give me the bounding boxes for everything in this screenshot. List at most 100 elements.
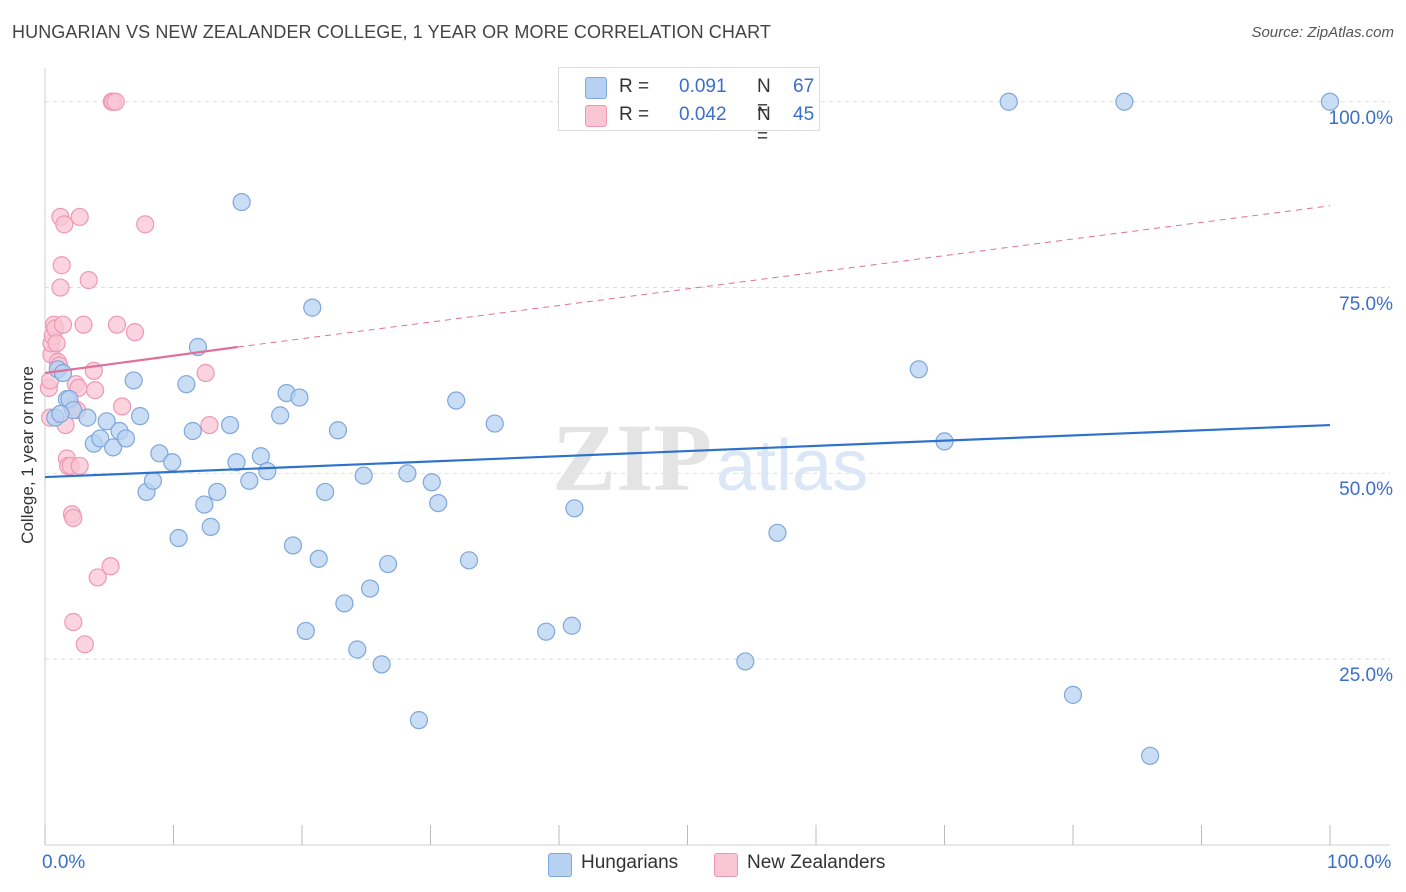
newzealanders-legend-label: New Zealanders bbox=[747, 852, 886, 873]
newzealander-point bbox=[136, 215, 155, 234]
y-axis-label: College, 1 year or more bbox=[18, 366, 37, 544]
newzealanders-trendline bbox=[44, 345, 238, 375]
hungarian-point bbox=[736, 652, 755, 671]
hungarian-point bbox=[1063, 685, 1083, 704]
hungarian-point bbox=[309, 549, 328, 568]
legend-n-label: N = bbox=[757, 76, 771, 119]
hungarian-point bbox=[232, 192, 251, 212]
hungarians-legend-label: Hungarians bbox=[581, 852, 679, 873]
hungarian-point bbox=[124, 371, 143, 390]
newzealander-point bbox=[47, 334, 66, 353]
hungarian-point bbox=[143, 471, 163, 490]
hungarian-point bbox=[208, 482, 227, 502]
hungarian-point bbox=[91, 429, 110, 448]
axes bbox=[44, 68, 1390, 846]
watermark-atlas: atlas bbox=[716, 426, 868, 506]
new-zealanders-points bbox=[39, 92, 219, 654]
chart-title: HUNGARIAN VS NEW ZEALANDER COLLEGE, 1 YE… bbox=[12, 22, 771, 42]
grid-lines bbox=[45, 101, 1390, 660]
hungarian-point bbox=[328, 421, 348, 440]
watermark-zip: ZIP bbox=[552, 404, 712, 511]
newzealander-point bbox=[196, 363, 215, 383]
newzealander-point bbox=[107, 315, 127, 334]
legend-r-label: R = bbox=[619, 76, 650, 97]
newzealander-point bbox=[125, 323, 145, 342]
hungarian-point bbox=[768, 523, 787, 542]
newzealander-point bbox=[75, 635, 94, 654]
hungarians-swatch bbox=[585, 77, 607, 99]
hungarian-point bbox=[150, 444, 169, 463]
hungarian-point bbox=[999, 92, 1018, 111]
hungarian-point bbox=[361, 579, 380, 598]
legend-n-label: N = bbox=[757, 104, 771, 147]
hungarian-point bbox=[283, 536, 303, 555]
hungarian-point bbox=[116, 429, 136, 448]
hungarian-point bbox=[195, 495, 214, 514]
hungarian-point bbox=[372, 655, 391, 674]
hungarian-point bbox=[485, 414, 504, 433]
newzealander-point bbox=[64, 612, 83, 632]
hungarian-point bbox=[398, 464, 417, 483]
newzealander-point bbox=[79, 271, 98, 290]
hungarian-point bbox=[78, 408, 97, 427]
newzealander-point bbox=[86, 381, 105, 400]
hungarian-point bbox=[562, 616, 581, 635]
hungarian-point bbox=[1320, 92, 1340, 111]
hungarian-point bbox=[1115, 92, 1134, 111]
hungarian-point bbox=[183, 421, 202, 441]
y-tick-label: 75.0% bbox=[1339, 293, 1393, 315]
trendlines bbox=[44, 205, 1331, 479]
newzealander-point bbox=[55, 215, 74, 234]
hungarian-point bbox=[130, 407, 150, 426]
hungarian-point bbox=[537, 622, 556, 641]
newzealander-point bbox=[101, 557, 120, 576]
newzealander-point bbox=[200, 415, 219, 435]
newzealanders-n-value: 45 bbox=[793, 104, 815, 125]
newzealander-point bbox=[88, 568, 107, 587]
correlation-legend: R = 0.091 N = 67 R = 0.042 N = 45 bbox=[558, 67, 820, 147]
hungarian-point bbox=[271, 406, 290, 425]
newzealanders-trendline bbox=[237, 205, 1331, 348]
newzealander-point bbox=[70, 456, 89, 476]
y-tick-label: 100.0% bbox=[1328, 107, 1393, 129]
hungarian-point bbox=[348, 640, 367, 659]
hungarians-legend-swatch bbox=[548, 853, 572, 877]
hungarian-point bbox=[354, 466, 373, 485]
hungarian-point bbox=[316, 482, 335, 502]
newzealander-point bbox=[106, 92, 125, 111]
hungarian-point bbox=[227, 453, 246, 472]
newzealanders-legend-swatch bbox=[714, 853, 738, 877]
hungarian-point bbox=[447, 391, 466, 410]
hungarian-point bbox=[909, 360, 928, 379]
newzealander-point bbox=[51, 278, 70, 297]
hungarian-point bbox=[220, 415, 240, 435]
hungarian-point bbox=[169, 528, 188, 548]
hungarian-point bbox=[290, 388, 309, 407]
newzealanders-swatch bbox=[585, 105, 607, 127]
x-tick-label-max: 100.0% bbox=[1327, 852, 1392, 873]
newzealanders-r-value: 0.042 bbox=[679, 104, 727, 125]
hungarian-point bbox=[163, 453, 182, 472]
hungarian-point bbox=[296, 621, 315, 641]
hungarian-point bbox=[53, 363, 73, 383]
hungarian-point bbox=[378, 554, 398, 574]
hungarian-point bbox=[177, 375, 196, 394]
hungarian-point bbox=[335, 594, 354, 613]
newzealander-point bbox=[74, 315, 93, 334]
newzealander-point bbox=[112, 397, 132, 416]
y-tick-label: 50.0% bbox=[1339, 479, 1393, 501]
hungarian-point bbox=[565, 499, 584, 518]
hungarian-point bbox=[1140, 746, 1160, 765]
hungarian-point bbox=[459, 551, 479, 570]
hungarians-n-value: 67 bbox=[793, 76, 815, 97]
hungarian-point bbox=[422, 473, 441, 492]
newzealander-point bbox=[53, 315, 73, 334]
x-tick-label-min: 0.0% bbox=[42, 852, 86, 873]
hungarian-point bbox=[51, 404, 70, 424]
hungarian-point bbox=[258, 462, 277, 481]
hungarian-point bbox=[201, 517, 220, 536]
hungarian-point bbox=[97, 412, 116, 431]
hungarian-point bbox=[240, 471, 259, 490]
hungarian-point bbox=[429, 493, 448, 513]
